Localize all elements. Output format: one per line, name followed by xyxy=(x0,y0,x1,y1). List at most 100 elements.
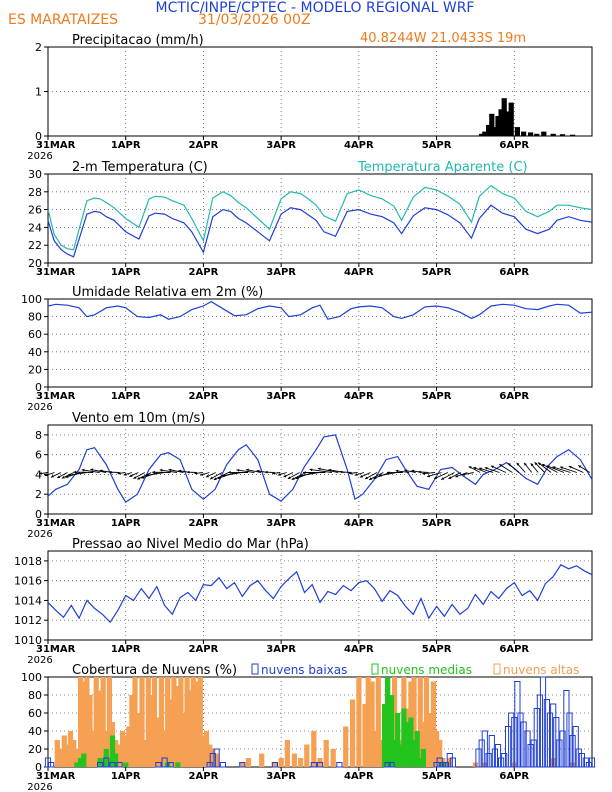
clouds-bar xyxy=(213,748,220,768)
clouds-bar xyxy=(129,695,135,767)
temp-xtick-label: 3APR xyxy=(266,267,296,278)
clouds-bar xyxy=(311,731,317,767)
pressure-xtick-label: 2APR xyxy=(189,644,219,655)
clouds-year-label: 2026 xyxy=(27,782,52,792)
precip-bar xyxy=(521,131,527,136)
clouds-bar xyxy=(120,731,126,767)
wind-arrow-head xyxy=(298,474,302,478)
clouds-bar xyxy=(67,731,74,767)
wind-xtick-label: 3APR xyxy=(266,518,296,529)
wind-arrow-head xyxy=(534,462,538,466)
clouds-bar xyxy=(187,690,193,767)
wind-arrow-head xyxy=(217,476,221,480)
clouds-bar xyxy=(404,722,410,767)
clouds-bar xyxy=(194,681,200,767)
clouds-bar xyxy=(54,740,60,767)
wind-arrow-head xyxy=(39,472,42,475)
wind-arrow-head xyxy=(287,476,291,479)
clouds-bar xyxy=(239,762,246,768)
precip-xtick-label: 31MAR xyxy=(36,140,76,151)
clouds-bar xyxy=(190,677,196,767)
clouds-bar xyxy=(272,762,278,767)
location-label: ES MARATAIZES xyxy=(8,12,118,28)
wind-arrow-head xyxy=(468,466,472,469)
wind-arrow xyxy=(484,467,500,473)
wind-arrow-head xyxy=(236,468,240,472)
clouds-bar xyxy=(175,762,181,767)
rh-ytick-label: 100 xyxy=(21,293,42,306)
wind-arrow-head xyxy=(152,470,155,474)
wind-arrow xyxy=(317,467,339,473)
panel-rh: 0 20 40 60 80 100 31MAR 1APR 2APR 3APR 4APR 5APR 6AP… xyxy=(21,285,593,413)
precip-bar xyxy=(482,131,488,136)
clouds-bar xyxy=(336,762,343,768)
clouds-bar xyxy=(550,703,557,768)
wind-arrow-head xyxy=(349,471,352,475)
clouds-bar xyxy=(481,730,488,768)
pressure-xtick-label: 6APR xyxy=(499,644,529,655)
wind-ytick-label: 2 xyxy=(35,488,42,501)
clouds-bar xyxy=(171,677,177,767)
clouds-bar xyxy=(501,753,508,768)
wind-arrow xyxy=(309,468,332,473)
clouds-bar xyxy=(165,677,171,767)
wind-arrow-head xyxy=(373,476,377,479)
clouds-bar xyxy=(356,677,362,767)
pressure-ytick-label: 1014 xyxy=(14,594,42,607)
clouds-bar xyxy=(539,676,547,768)
clouds-bar xyxy=(375,677,381,767)
clouds-bar xyxy=(588,757,596,768)
wind-ytick-label: 8 xyxy=(35,429,42,442)
pressure-ytick-label: 1018 xyxy=(14,555,42,568)
clouds-ytick-label: 80 xyxy=(28,689,42,702)
clouds-bar xyxy=(395,713,401,767)
wind-arrow-head xyxy=(479,467,482,471)
wind-arrow xyxy=(552,466,571,473)
clouds-bar xyxy=(323,740,329,767)
wind-arrow-head xyxy=(422,472,425,475)
precip-bar xyxy=(550,133,556,136)
clouds-bar xyxy=(514,681,521,768)
temp-xtick-label: 31MAR xyxy=(36,267,76,278)
clouds-bar xyxy=(155,717,161,767)
clouds-bar xyxy=(472,762,478,767)
clouds-bar xyxy=(550,758,556,767)
wind-arrow-head xyxy=(354,473,358,476)
precip-xtick-label: 6APR xyxy=(499,140,529,151)
rh-ytick-label: 0 xyxy=(35,381,42,394)
rh-ytick-label: 60 xyxy=(28,328,42,341)
wind-arrow-head xyxy=(434,476,438,479)
clouds-bar xyxy=(123,762,129,767)
clouds-bar xyxy=(103,757,110,768)
wind-arrow xyxy=(378,472,397,477)
precip-bar xyxy=(495,116,501,136)
clouds-bar xyxy=(197,677,203,767)
clouds-bar xyxy=(578,753,585,768)
clouds-bar xyxy=(97,690,103,767)
wind-arrow-head xyxy=(404,469,408,473)
clouds-bar xyxy=(417,677,423,767)
clouds-bar xyxy=(210,749,216,767)
wind-arrow-head xyxy=(99,469,103,473)
clouds-bar xyxy=(392,677,398,767)
clouds-bar xyxy=(585,762,592,768)
clouds-ytick-label: 60 xyxy=(28,707,42,720)
wind-arrow-head xyxy=(578,465,582,468)
clouds-bar xyxy=(482,762,488,767)
panel-temp: 20 22 24 26 28 30 31MAR 1APR 2APR 3APR 4APR 5APR 6AP… xyxy=(28,160,593,278)
clouds-bar xyxy=(116,744,123,767)
precip-bar xyxy=(559,134,566,136)
rh-xtick-label: 3APR xyxy=(266,391,296,402)
clouds-bar xyxy=(427,713,433,767)
wind-title: Vento em 10m (m/s) xyxy=(72,411,205,426)
precip-bar xyxy=(501,98,507,136)
clouds-bar xyxy=(61,735,67,767)
clouds-title: Cobertura de Nuvens (%) xyxy=(72,663,237,678)
clouds-bar xyxy=(148,695,154,767)
rh-xtick-label: 4APR xyxy=(344,391,374,402)
wind-xtick-label: 2APR xyxy=(189,518,219,529)
clouds-bar xyxy=(536,694,543,768)
wind-arrow-head xyxy=(295,476,299,480)
clouds-bar xyxy=(284,740,290,767)
